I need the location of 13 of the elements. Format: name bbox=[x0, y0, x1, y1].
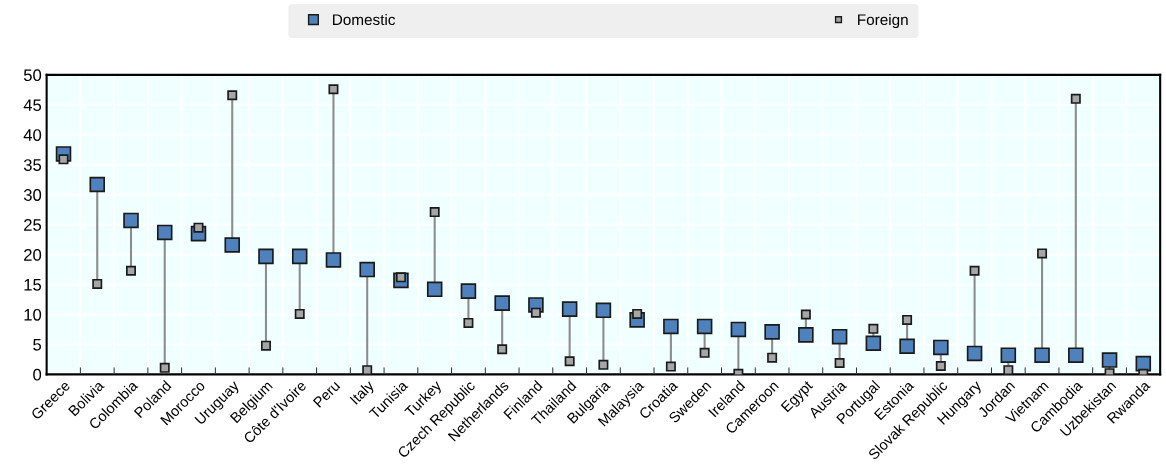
legend-label: Foreign bbox=[858, 13, 908, 29]
y-tick-label: 20 bbox=[24, 248, 42, 261]
y-tick-label: 30 bbox=[23, 189, 42, 201]
y-tick-label: 50 bbox=[23, 69, 42, 82]
y-tick-label: 40 bbox=[23, 129, 42, 141]
y-tick-label: 45 bbox=[23, 99, 42, 112]
y-tick-label: 10 bbox=[24, 308, 42, 321]
y-tick-label: 25 bbox=[24, 219, 42, 231]
legend-label: Domestic bbox=[333, 13, 396, 26]
y-tick-label: 15 bbox=[24, 279, 42, 291]
y-tick-label: 35 bbox=[23, 159, 42, 171]
y-tick-label: 0 bbox=[33, 368, 42, 381]
y-tick-label: 5 bbox=[33, 339, 42, 351]
